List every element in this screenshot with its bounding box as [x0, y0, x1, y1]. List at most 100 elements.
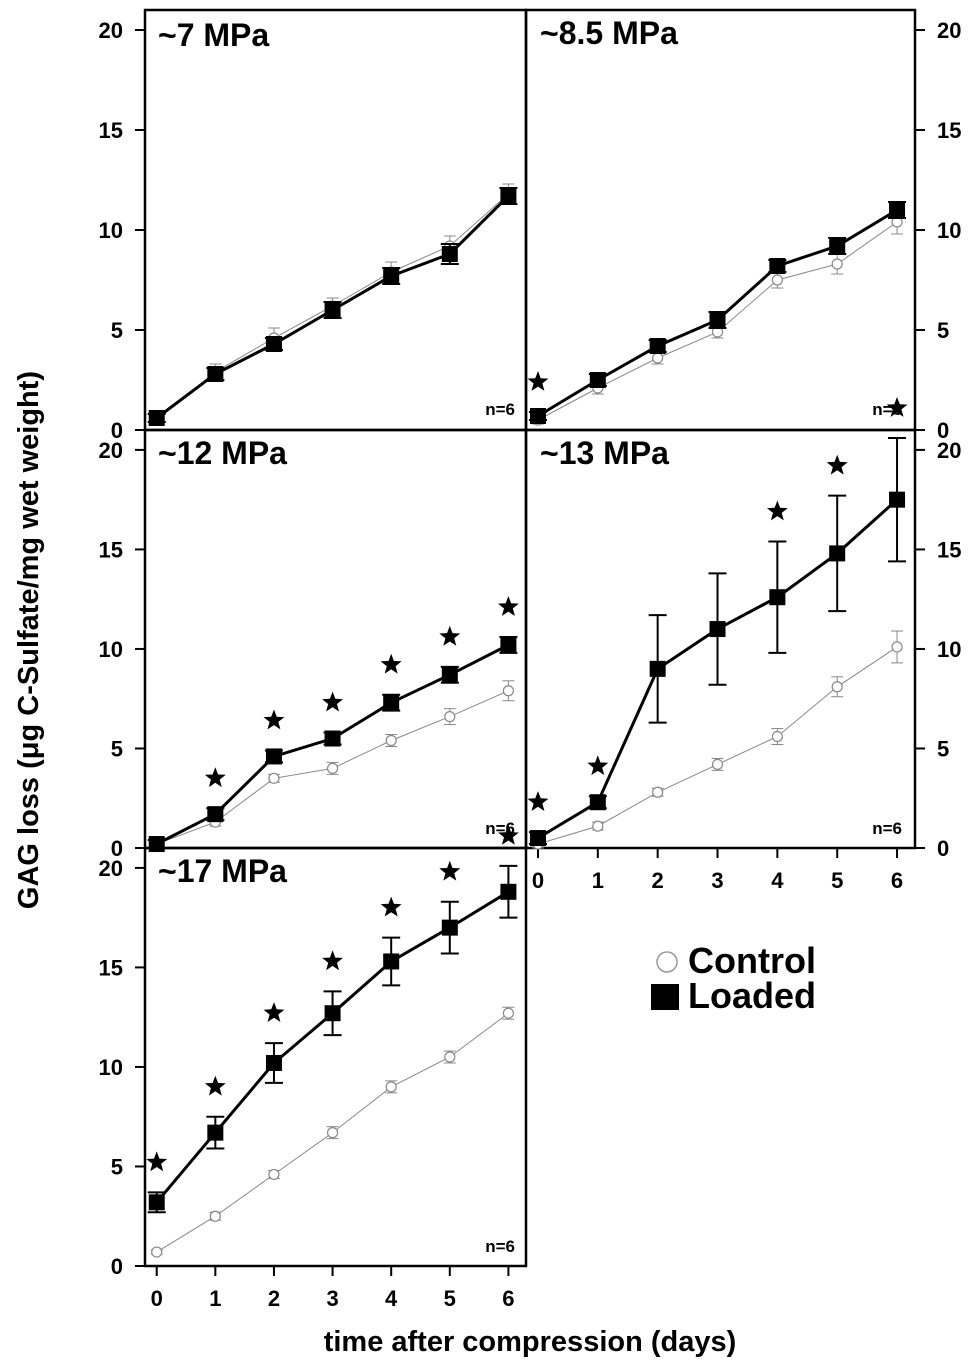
loaded-point	[769, 258, 786, 274]
loaded-point	[383, 694, 400, 711]
control-point	[652, 786, 664, 798]
panel-frame-7mpa	[143, 8, 528, 432]
loaded-point	[148, 836, 165, 853]
control-point	[151, 1246, 163, 1258]
loaded-point	[265, 1054, 282, 1071]
loaded-point	[589, 794, 606, 811]
y-tick-label: 0	[111, 1254, 123, 1279]
x-tick-label: 4	[385, 1286, 398, 1311]
loaded-point	[889, 491, 906, 508]
control-point	[502, 685, 515, 697]
x-tick-label: 2	[652, 868, 664, 893]
y-tick-label: 15	[99, 537, 123, 562]
loaded-point	[500, 188, 517, 204]
control-point	[326, 762, 339, 774]
y-tick-label: 5	[111, 1154, 123, 1179]
panel-title-13mpa: ~13 MPa	[540, 435, 669, 471]
x-axis-label: time after compression (days)	[324, 1326, 737, 1358]
y-tick-label: 15	[99, 118, 123, 143]
y-tick-label: 5	[937, 736, 949, 761]
significance-star	[439, 625, 461, 646]
loaded-point	[889, 202, 906, 218]
panel-title-7mpa: ~7 MPa	[158, 17, 269, 53]
legend-loaded-label: Loaded	[688, 975, 816, 1016]
loaded-point	[589, 372, 606, 388]
x-tick-label: 0	[151, 1286, 163, 1311]
loaded-point	[207, 366, 224, 382]
loaded-point	[207, 1124, 224, 1141]
loaded-point	[529, 408, 546, 424]
x-tick-label: 5	[444, 1286, 456, 1311]
y-tick-label: 10	[937, 637, 961, 662]
loaded-point	[324, 1005, 341, 1022]
control-point	[771, 274, 783, 286]
legend-control-marker	[656, 951, 678, 973]
x-tick-label: 4	[771, 868, 784, 893]
x-tick-label: 3	[711, 868, 723, 893]
panel-frame-17mpa	[143, 846, 528, 1268]
control-point	[891, 641, 903, 653]
significance-star	[439, 860, 461, 881]
y-tick-label: 0	[111, 836, 123, 861]
loaded-point	[709, 312, 726, 328]
x-tick-label: 0	[532, 868, 544, 893]
loaded-point	[500, 883, 517, 900]
panel-frame-12mpa	[143, 428, 528, 850]
control-point	[502, 1007, 515, 1019]
loaded-point	[441, 666, 458, 683]
control-point	[209, 1210, 221, 1222]
control-point	[444, 1051, 456, 1063]
x-tick-label: 2	[268, 1286, 280, 1311]
y-tick-label: 20	[99, 856, 123, 881]
loaded-point	[769, 589, 786, 606]
x-tick-label: 6	[502, 1286, 514, 1311]
y-tick-label: 5	[937, 318, 949, 343]
y-tick-label: 15	[99, 955, 123, 980]
loaded-point	[829, 545, 846, 562]
significance-star	[204, 1075, 226, 1096]
significance-star	[146, 1151, 168, 1172]
y-tick-label: 0	[937, 418, 949, 443]
loaded-point	[265, 336, 282, 352]
significance-star	[263, 709, 285, 730]
legend-control-label: Control	[688, 940, 816, 981]
loaded-point	[265, 748, 282, 765]
loaded-point	[383, 953, 400, 970]
control-point	[385, 734, 397, 747]
panel-title-17mpa: ~17 MPa	[158, 853, 287, 889]
loaded-point	[649, 338, 666, 354]
control-point	[444, 711, 456, 723]
y-tick-label: 15	[937, 118, 961, 143]
n-label-13mpa: n=6	[872, 819, 902, 838]
x-tick-label: 1	[209, 1286, 221, 1311]
y-tick-label: 10	[937, 218, 961, 243]
y-axis-label: GAG loss (μg C-Sulfate/mg wet weight)	[13, 371, 45, 909]
loaded-point	[649, 660, 666, 677]
significance-star	[527, 371, 549, 391]
y-tick-label: 20	[937, 18, 961, 43]
n-label-17mpa: n=6	[485, 1237, 515, 1256]
loaded-line-17mpa	[155, 890, 510, 1204]
significance-star	[380, 896, 402, 917]
significance-star	[766, 500, 788, 521]
significance-star	[380, 653, 402, 674]
control-point	[711, 758, 724, 771]
control-point	[268, 772, 280, 784]
y-tick-label: 20	[99, 438, 123, 463]
n-label-7mpa: n=6	[485, 400, 515, 419]
loaded-point	[529, 830, 546, 847]
loaded-point	[324, 730, 341, 747]
loaded-point	[829, 238, 846, 254]
loaded-point	[207, 806, 224, 823]
loaded-point	[324, 302, 341, 318]
legend: Control Loaded	[651, 940, 816, 1016]
panel-frame-8-5mpa	[524, 8, 917, 432]
loaded-point	[148, 410, 165, 426]
control-point	[771, 730, 783, 743]
control-point	[385, 1081, 397, 1093]
loaded-point	[709, 621, 726, 638]
control-point	[326, 1127, 339, 1139]
significance-star	[498, 596, 519, 616]
